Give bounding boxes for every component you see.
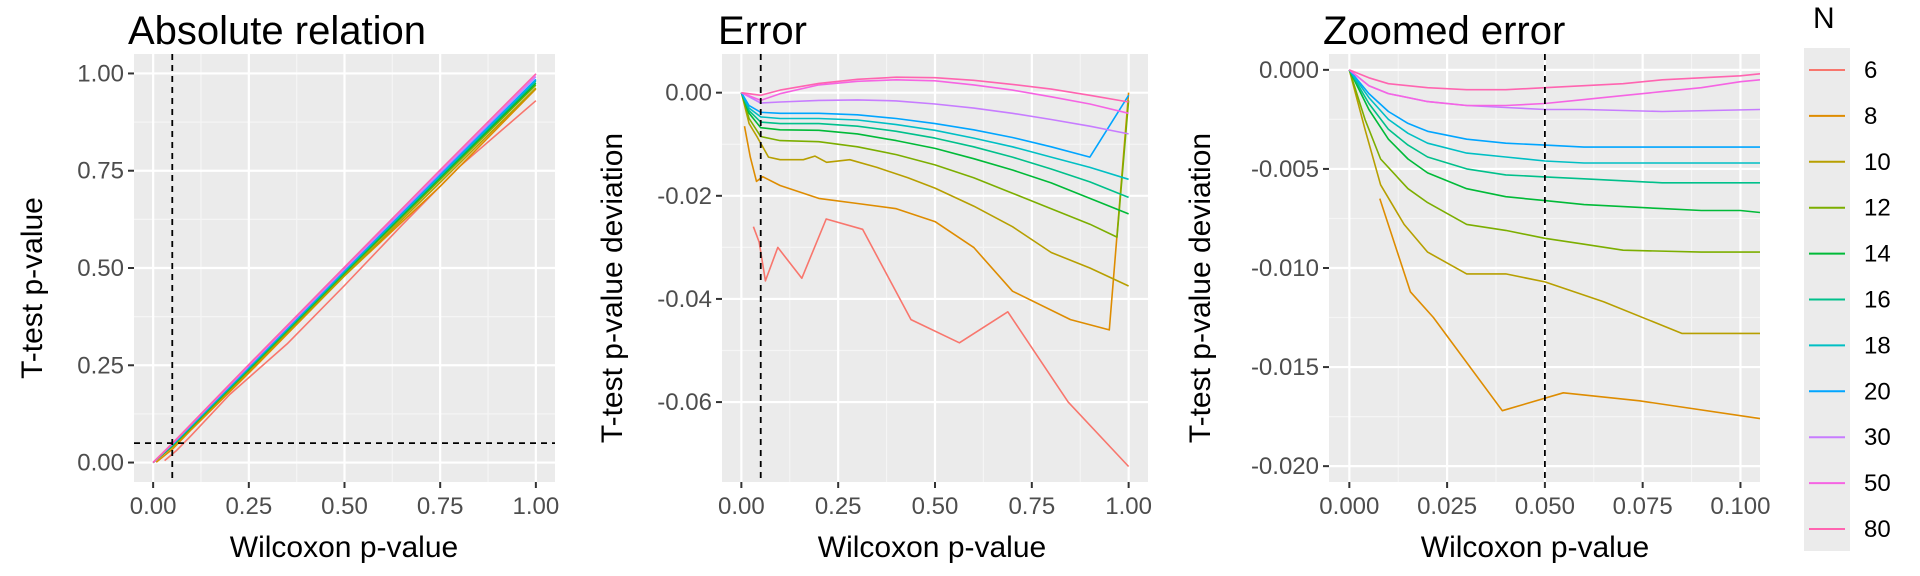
x-tick-label: 0.075 — [1613, 493, 1673, 520]
y-tick-label: 1.00 — [77, 60, 124, 87]
y-tick-label: 0.00 — [77, 450, 124, 477]
x-tick-label: 0.50 — [912, 493, 959, 520]
x-axis-label: Wilcoxon p-value — [1421, 531, 1649, 564]
x-tick-label: 0.25 — [815, 493, 862, 520]
x-tick-label: 0.25 — [225, 493, 272, 520]
series-line-n14 — [1348, 69, 1760, 214]
series-line-n12 — [1348, 69, 1760, 253]
y-tick-label: -0.04 — [657, 286, 712, 313]
series-line-n18 — [740, 92, 1129, 181]
x-tick-label: 0.00 — [130, 493, 177, 520]
x-tick-label: 0.50 — [321, 493, 368, 520]
y-tick-label: -0.020 — [1251, 453, 1319, 480]
legend-label: 50 — [1864, 470, 1891, 497]
series-line-n50 — [741, 79, 1129, 115]
series-group — [1348, 69, 1760, 420]
legend-label: 18 — [1864, 332, 1891, 359]
x-tick-label: 1.00 — [513, 493, 560, 520]
series-line-n12 — [740, 92, 1130, 238]
series-line-n16 — [1348, 69, 1760, 184]
x-tick-label: 0.100 — [1710, 493, 1770, 520]
y-tick-label: -0.02 — [657, 183, 712, 210]
y-tick-label: 0.00 — [665, 80, 712, 107]
legend: N 6 8 10 12 14 16 18 20 30 50 80 — [1804, 2, 1891, 551]
series-line-n8 — [155, 88, 537, 463]
series-line-n6 — [752, 218, 1130, 468]
series-line-n80 — [741, 76, 1129, 103]
y-tick-label: 0.25 — [77, 352, 124, 379]
y-tick-label: -0.06 — [657, 389, 712, 416]
series-line-n20 — [1348, 69, 1760, 148]
panel-error: Error Wilcoxon p-value T-test p-value de… — [596, 9, 1152, 564]
x-axis-label: Wilcoxon p-value — [818, 531, 1046, 564]
legend-label: 14 — [1864, 241, 1891, 268]
series-group — [152, 73, 537, 464]
y-tick-label: 0.000 — [1259, 57, 1319, 84]
y-axis-label: T-test p-value deviation — [1184, 133, 1217, 443]
x-tick-label: 1.00 — [1105, 493, 1152, 520]
legend-title: N — [1813, 2, 1835, 35]
panel-absolute-relation: Absolute relation Wilcoxon p-value T-tes… — [16, 9, 559, 564]
series-line-n10 — [1348, 69, 1760, 335]
x-tick-label: 0.00 — [718, 493, 765, 520]
y-tick-label: -0.015 — [1251, 354, 1319, 381]
plot-area — [1329, 54, 1760, 482]
x-axis-label: Wilcoxon p-value — [230, 531, 458, 564]
legend-label: 8 — [1864, 103, 1877, 130]
y-tick-label: -0.005 — [1251, 156, 1319, 183]
x-tick-label: 0.75 — [1008, 493, 1055, 520]
x-tick-label: 0.000 — [1319, 493, 1379, 520]
legend-label: 6 — [1864, 57, 1877, 84]
plot-area — [134, 54, 555, 482]
panel-zoomed-error: Zoomed error Wilcoxon p-value T-test p-v… — [1184, 9, 1770, 564]
series-line-n10 — [740, 92, 1129, 287]
series-line-n18 — [1348, 69, 1760, 164]
y-tick-label: -0.010 — [1251, 255, 1319, 282]
y-tick-label: 0.50 — [77, 255, 124, 282]
series-line-n80 — [152, 73, 537, 464]
plot-area — [722, 54, 1148, 482]
legend-label: 30 — [1864, 424, 1891, 451]
series-line-n8 — [743, 92, 1130, 331]
chart-title: Absolute relation — [128, 9, 426, 53]
series-line-n14 — [740, 92, 1129, 215]
x-tick-label: 0.025 — [1417, 493, 1477, 520]
series-group — [740, 76, 1130, 468]
chart-title: Zoomed error — [1323, 9, 1565, 53]
chart-title: Error — [718, 9, 807, 53]
y-tick-label: 0.75 — [77, 158, 124, 185]
y-axis-label: T-test p-value — [16, 197, 49, 379]
y-axis-label: T-test p-value deviation — [596, 133, 629, 443]
x-tick-label: 0.050 — [1515, 493, 1575, 520]
legend-label: 16 — [1864, 287, 1891, 314]
legend-label: 80 — [1864, 516, 1891, 543]
x-tick-label: 0.75 — [417, 493, 464, 520]
legend-label: 20 — [1864, 378, 1891, 405]
legend-label: 12 — [1864, 195, 1891, 222]
legend-label: 10 — [1864, 149, 1891, 176]
series-line-n30 — [741, 91, 1129, 135]
series-line-n8 — [1379, 198, 1760, 420]
